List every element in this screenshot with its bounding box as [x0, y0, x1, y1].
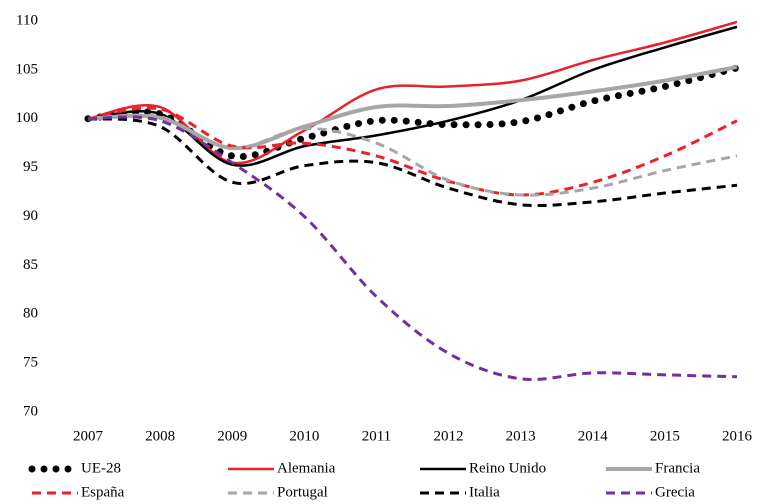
y-tick-label: 105: [16, 61, 39, 77]
series-line: [87, 115, 738, 381]
series-line: [87, 106, 738, 197]
y-tick-label: 90: [23, 208, 38, 224]
legend-label: Alemania: [277, 460, 336, 476]
series-line: [87, 113, 738, 197]
y-tick-label: 80: [23, 306, 38, 322]
y-tick-label: 110: [16, 12, 38, 28]
x-tick-label: 2008: [145, 428, 175, 444]
y-tick-label: 75: [23, 355, 38, 371]
x-tick-label: 2009: [217, 428, 247, 444]
x-tick-label: 2007: [73, 428, 104, 444]
x-tick-label: 2012: [434, 428, 464, 444]
x-tick-label: 2015: [650, 428, 680, 444]
legend-label: Reino Unido: [469, 460, 546, 476]
legend-label: Francia: [655, 460, 700, 476]
x-tick-label: 2014: [578, 428, 609, 444]
x-tick-label: 2010: [289, 428, 319, 444]
legend-label: Portugal: [277, 484, 328, 500]
legend-label: UE-28: [81, 460, 121, 476]
series-line: [87, 117, 738, 208]
legend-label: Italia: [469, 484, 500, 500]
y-tick-label: 95: [23, 159, 38, 175]
x-tick-label: 2016: [722, 428, 753, 444]
y-tick-label: 85: [23, 257, 38, 273]
series-line: [87, 64, 738, 151]
legend-label: España: [81, 484, 125, 500]
x-tick-label: 2011: [362, 428, 391, 444]
legend-label: Grecia: [655, 484, 695, 500]
y-tick-label: 100: [16, 110, 39, 126]
y-tick-label: 70: [23, 403, 38, 419]
series-line: [84, 64, 741, 161]
x-tick-label: 2013: [506, 428, 536, 444]
